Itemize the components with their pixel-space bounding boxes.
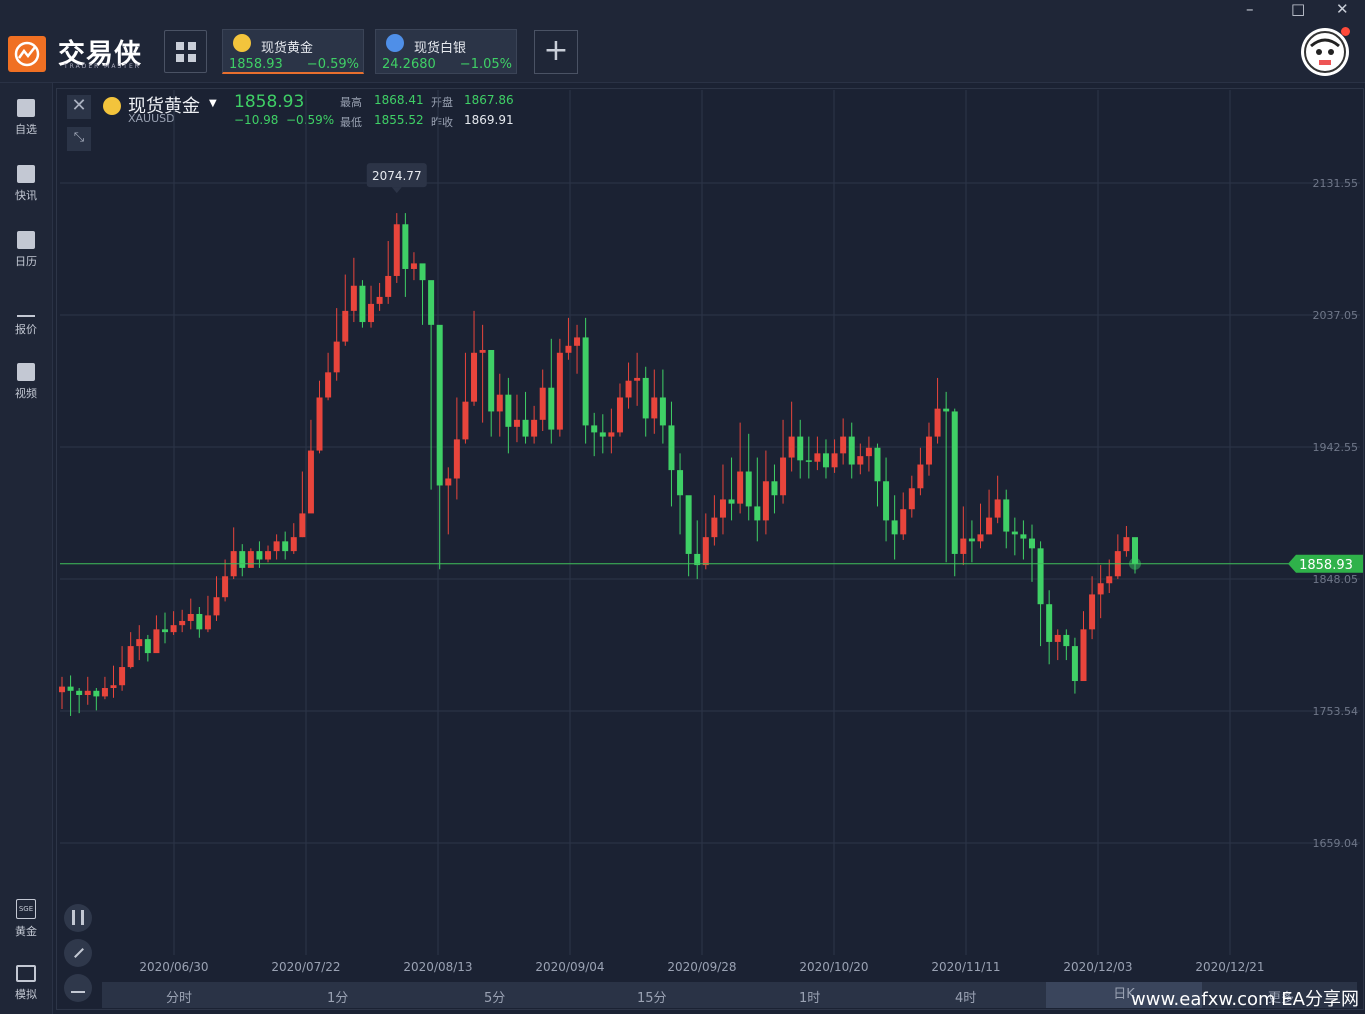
- high-value: 1868.41: [374, 93, 424, 107]
- tab-change: −0.59%: [306, 57, 359, 72]
- close-chart-button[interactable]: ✕: [67, 95, 91, 119]
- tab-silver[interactable]: 现货白银 24.2680 −1.05%: [375, 29, 517, 74]
- symbol-price: 1858.93: [234, 92, 305, 112]
- video-play-icon: [17, 363, 35, 381]
- sidebar-item-label: 日历: [15, 255, 37, 268]
- tf-tick[interactable]: 分时: [166, 991, 193, 1006]
- app-logo-subtitle: TRADER MASTER: [64, 63, 141, 70]
- pencil-icon: [74, 948, 84, 958]
- layout-grid-button[interactable]: [164, 30, 207, 73]
- news-list-icon: [17, 165, 35, 183]
- wallet-icon: [16, 965, 36, 982]
- grid-cell-icon: [176, 54, 184, 62]
- chart-panel: [56, 88, 1364, 1010]
- close-window-button[interactable]: ✕: [1336, 0, 1349, 18]
- tf-daily[interactable]: 日K: [1046, 982, 1202, 1008]
- symbol-name[interactable]: 现货黄金: [128, 96, 200, 117]
- candles-icon: [72, 910, 84, 925]
- tab-name: 现货白银: [414, 41, 467, 56]
- line-tool-button[interactable]: [64, 974, 92, 1002]
- sidebar-item-watchlist[interactable]: 自选: [0, 99, 52, 137]
- sidebar-item-video[interactable]: 视频: [0, 363, 52, 401]
- collapse-arrows-icon: ⤡: [73, 130, 85, 145]
- sidebar: 自选 快讯 日历 报价 视频 SGE 黄金 模拟: [0, 83, 53, 1014]
- sidebar-item-label: 报价: [15, 323, 37, 336]
- sidebar-item-gold[interactable]: SGE 黄金: [0, 899, 52, 939]
- grid-cell-icon: [188, 54, 196, 62]
- wave-icon: [71, 983, 85, 993]
- low-label: 最低: [340, 116, 362, 129]
- draw-tool-button[interactable]: [64, 939, 92, 967]
- indicator-tool-button[interactable]: [64, 904, 92, 932]
- symbol-change-pct: −0.59%: [286, 113, 335, 127]
- prev-close-value: 1869.91: [464, 113, 514, 127]
- sidebar-item-demo[interactable]: 模拟: [0, 965, 52, 1002]
- tab-price: 24.2680: [382, 57, 436, 72]
- tf-4h[interactable]: 4时: [955, 991, 977, 1006]
- gold-symbol-icon: [103, 97, 121, 115]
- sge-icon: SGE: [16, 899, 36, 919]
- sidebar-item-label: 黄金: [15, 925, 37, 938]
- grid-cell-icon: [176, 42, 184, 50]
- tab-name: 现货黄金: [261, 41, 314, 56]
- sidebar-item-label: 模拟: [15, 988, 37, 1001]
- tf-15m[interactable]: 15分: [637, 991, 667, 1006]
- close-icon: ✕: [71, 95, 87, 116]
- silver-coin-icon: [386, 34, 404, 52]
- tab-price: 1858.93: [229, 57, 283, 72]
- user-avatar[interactable]: [1301, 28, 1349, 76]
- collapse-button[interactable]: ⤡: [67, 127, 91, 151]
- tf-1h[interactable]: 1时: [799, 991, 821, 1006]
- tab-change: −1.05%: [459, 57, 512, 72]
- open-label: 开盘: [431, 96, 453, 109]
- site-watermark: www.eafxw.com EA分享网: [1131, 989, 1359, 1010]
- app-logo-text: 交易侠: [58, 39, 142, 70]
- minimize-button[interactable]: –: [1246, 0, 1254, 18]
- add-tab-button[interactable]: +: [534, 30, 578, 74]
- app-logo-icon: [8, 36, 46, 72]
- timeframe-bar: 分时 1分 5分 15分 1时 4时 日K 更多: [102, 982, 1357, 1008]
- maximize-button[interactable]: □: [1291, 0, 1306, 18]
- sidebar-item-quotes[interactable]: 报价: [0, 297, 52, 337]
- low-value: 1855.52: [374, 113, 424, 127]
- tab-gold[interactable]: 现货黄金 1858.93 −0.59%: [222, 29, 364, 74]
- sidebar-item-news[interactable]: 快讯: [0, 165, 52, 203]
- calendar-icon: [17, 231, 35, 249]
- symbol-change: −10.98: [234, 113, 279, 127]
- tf-5m[interactable]: 5分: [484, 991, 506, 1006]
- sidebar-item-label: 快讯: [15, 189, 37, 202]
- prev-close-label: 昨收: [431, 116, 453, 129]
- sidebar-item-label: 自选: [15, 123, 37, 136]
- top-bar: 交易侠 TRADER MASTER 现货黄金 1858.93 −0.59% 现货…: [0, 0, 1365, 83]
- notification-dot: [1341, 27, 1350, 36]
- tf-more[interactable]: 更多: [1268, 991, 1295, 1006]
- high-label: 最高: [340, 96, 362, 109]
- tf-1m[interactable]: 1分: [327, 991, 349, 1006]
- grid-cell-icon: [188, 42, 196, 50]
- bookmark-plus-icon: [17, 99, 35, 117]
- line-chart-icon: [17, 297, 35, 317]
- symbol-code: XAUUSD: [128, 112, 175, 125]
- gold-coin-icon: [233, 34, 251, 52]
- open-value: 1867.86: [464, 93, 514, 107]
- plus-icon: +: [543, 33, 569, 68]
- sidebar-item-calendar[interactable]: 日历: [0, 231, 52, 269]
- sidebar-item-label: 视频: [15, 387, 37, 400]
- dropdown-caret-icon[interactable]: ▼: [209, 98, 217, 109]
